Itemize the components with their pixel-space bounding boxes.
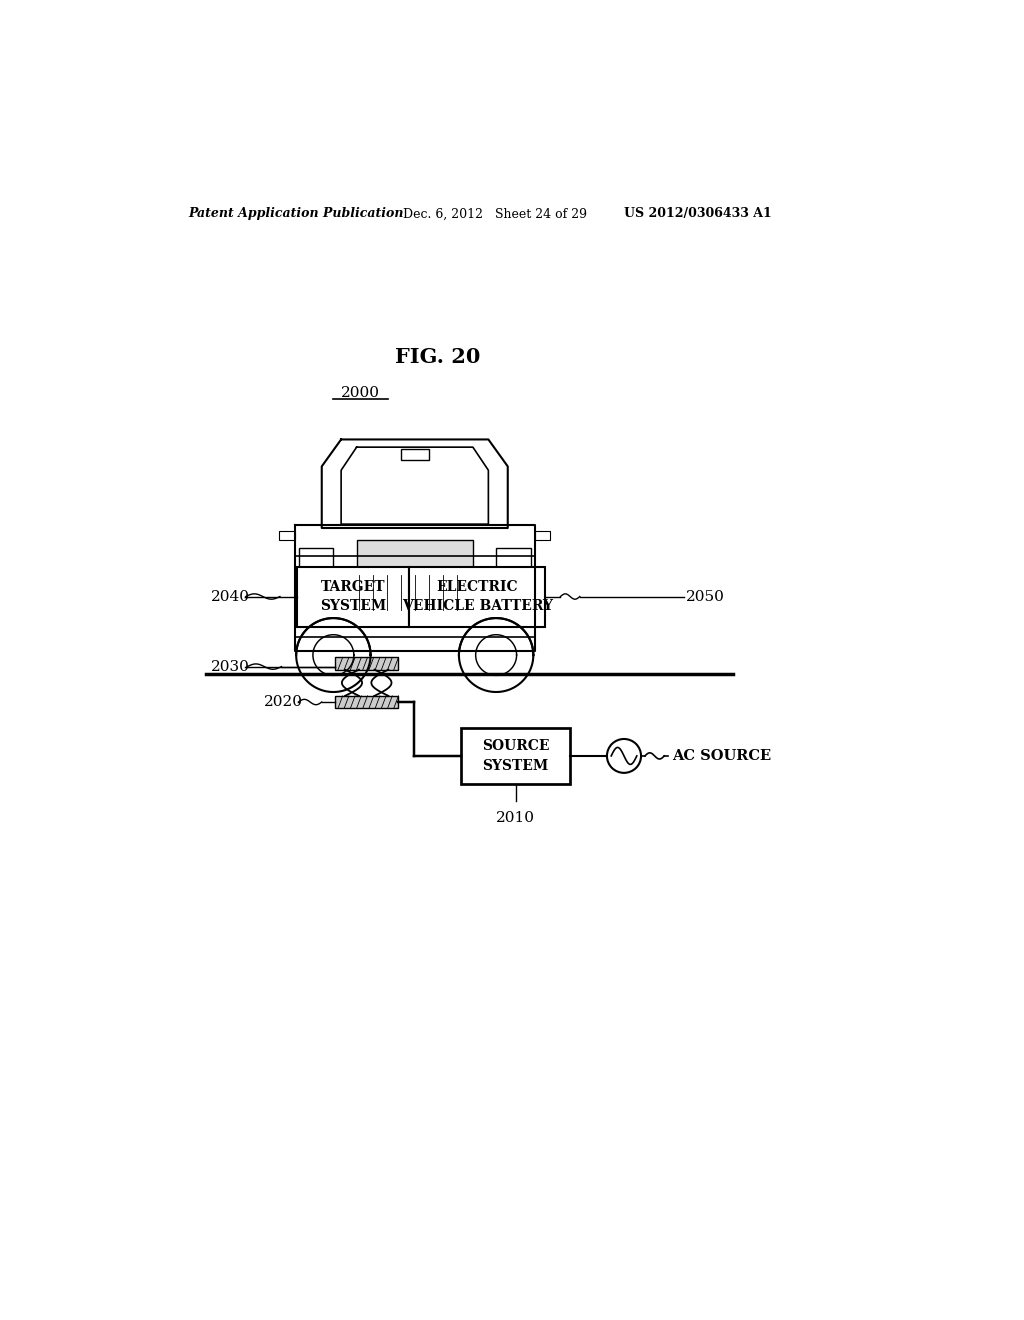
Bar [299,548,334,568]
Bar [280,531,295,540]
Text: TARGET
SYSTEM: TARGET SYSTEM [321,579,386,614]
Bar [461,729,569,784]
Bar [356,540,473,576]
Bar [410,566,545,627]
Text: 2040: 2040 [211,590,250,603]
Bar [335,696,398,708]
Text: Dec. 6, 2012   Sheet 24 of 29: Dec. 6, 2012 Sheet 24 of 29 [403,207,587,220]
Text: ELECTRIC
VEHICLE BATTERY: ELECTRIC VEHICLE BATTERY [401,579,553,614]
Text: 2030: 2030 [211,660,250,673]
Text: 2000: 2000 [341,387,380,400]
Bar [306,595,330,610]
Text: AC SOURCE: AC SOURCE [672,748,771,763]
Bar [535,531,550,540]
Text: 2010: 2010 [496,812,535,825]
Bar [500,595,523,610]
Text: Patent Application Publication: Patent Application Publication [188,207,403,220]
Text: FIG. 20: FIG. 20 [395,347,480,367]
Text: US 2012/0306433 A1: US 2012/0306433 A1 [624,207,772,220]
Bar [297,566,410,627]
Bar [400,449,429,461]
Bar [496,548,531,568]
Bar [335,657,398,669]
Text: 2020: 2020 [263,696,303,709]
Text: SOURCE
SYSTEM: SOURCE SYSTEM [481,739,549,772]
Text: 2050: 2050 [686,590,725,603]
